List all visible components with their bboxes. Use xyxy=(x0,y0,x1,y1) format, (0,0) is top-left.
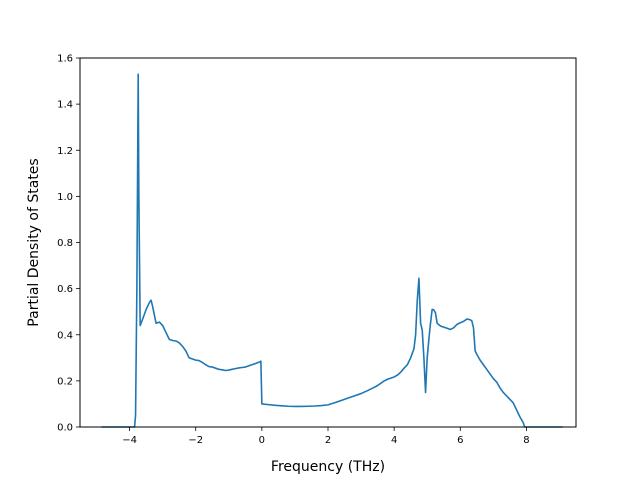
x-tick-label: 2 xyxy=(325,435,331,446)
x-tick-label: 6 xyxy=(457,435,463,446)
y-tick-label: 0.2 xyxy=(57,376,73,387)
y-tick-label: 0.8 xyxy=(57,238,73,249)
y-tick-label: 1.6 xyxy=(57,54,73,65)
x-tick-label: 8 xyxy=(523,435,529,446)
series-layer xyxy=(101,73,563,428)
pdos-series-line xyxy=(101,73,563,428)
y-axis-label: Partial Density of States xyxy=(26,158,42,326)
y-tick-label: 0.0 xyxy=(57,423,73,434)
x-tick-label: −4 xyxy=(122,435,137,446)
x-axis-ticks: −4 −2 0 2 4 6 8 xyxy=(122,427,530,446)
y-tick-label: 0.4 xyxy=(57,330,73,341)
x-axis-label: Frequency (THz) xyxy=(271,459,385,475)
y-tick-label: 1.4 xyxy=(57,100,73,111)
x-tick-label: 4 xyxy=(391,435,397,446)
y-tick-label: 0.6 xyxy=(57,284,73,295)
x-tick-label: −2 xyxy=(188,435,203,446)
y-axis-ticks: 0.0 0.2 0.4 0.6 0.8 1.0 1.2 1.4 1.6 xyxy=(57,54,80,434)
y-tick-label: 1.2 xyxy=(57,146,73,157)
y-tick-label: 1.0 xyxy=(57,192,73,203)
x-tick-label: 0 xyxy=(259,435,265,446)
